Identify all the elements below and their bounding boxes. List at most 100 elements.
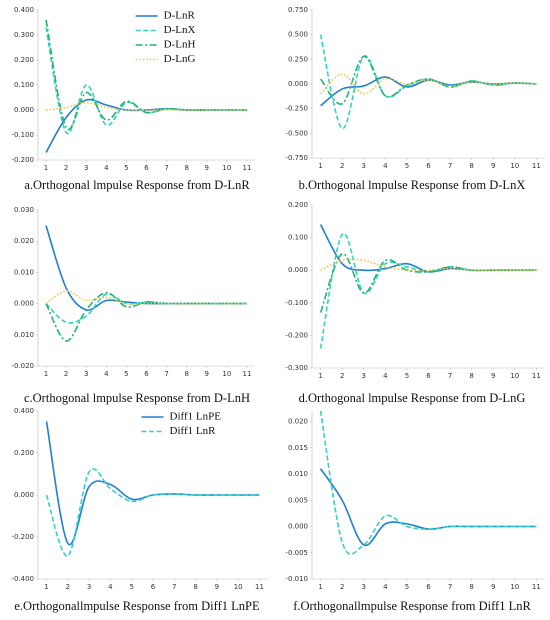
x-tick-label: 1 xyxy=(44,164,48,172)
x-tick-label: 11 xyxy=(532,583,541,591)
y-tick-label: -0.100 xyxy=(11,131,34,139)
x-tick-label: 4 xyxy=(383,162,388,170)
x-tick-label: 5 xyxy=(405,162,409,170)
x-tick-label: 7 xyxy=(164,370,168,378)
series-line xyxy=(45,421,260,546)
series-line xyxy=(320,73,537,95)
y-tick-label: 0.010 xyxy=(14,331,34,339)
x-tick-label: 1 xyxy=(318,162,322,170)
x-tick-label: 8 xyxy=(469,162,473,170)
x-tick-label: 2 xyxy=(64,370,68,378)
x-tick-label: 9 xyxy=(491,372,495,380)
x-tick-label: 5 xyxy=(129,583,133,591)
y-tick-label: -0.500 xyxy=(285,129,308,137)
x-tick-label: 2 xyxy=(340,162,344,170)
x-tick-label: 5 xyxy=(124,370,128,378)
x-tick-label: 1 xyxy=(318,372,322,380)
y-tick-label: 0.015 xyxy=(288,444,308,452)
y-tick-label: 0.000 xyxy=(288,523,308,531)
x-tick-label: 8 xyxy=(469,372,473,380)
x-tick-label: 9 xyxy=(491,583,495,591)
x-tick-label: 6 xyxy=(144,370,149,378)
x-tick-label: 1 xyxy=(318,583,322,591)
x-tick-label: 2 xyxy=(66,583,70,591)
x-tick-label: 8 xyxy=(184,164,188,172)
series-line xyxy=(319,468,537,547)
y-tick-label: 0.000 xyxy=(14,491,34,499)
y-tick-label: -0.010 xyxy=(285,575,308,583)
x-tick-label: 2 xyxy=(64,164,68,172)
x-tick-label: 4 xyxy=(104,164,109,172)
chart-caption: f.Orthogonallmpulse Response from Diff1 … xyxy=(293,599,531,613)
x-tick-label: 6 xyxy=(144,164,149,172)
y-tick-label: -0.750 xyxy=(285,154,308,162)
y-tick-label: -0.020 xyxy=(11,362,34,370)
series-line xyxy=(319,224,537,273)
legend-label: Diff1 LnPE xyxy=(170,411,222,423)
x-tick-label: 11 xyxy=(532,162,541,170)
x-tick-label: 10 xyxy=(222,370,231,378)
series-line xyxy=(45,468,260,557)
x-tick-label: 10 xyxy=(234,583,243,591)
y-tick-label: -0.300 xyxy=(285,364,308,372)
y-tick-label: 0.010 xyxy=(288,470,308,478)
series-line xyxy=(320,258,537,272)
x-tick-label: 9 xyxy=(491,162,495,170)
chart-caption: d.Orthogonal lmpulse Response from D-LnG xyxy=(299,391,526,405)
x-tick-label: 11 xyxy=(532,372,541,380)
x-tick-label: 10 xyxy=(510,162,519,170)
series-line xyxy=(319,253,537,313)
x-tick-label: 6 xyxy=(426,162,431,170)
y-tick-label: 0.030 xyxy=(14,206,34,214)
x-tick-label: 6 xyxy=(426,372,431,380)
x-tick-label: 8 xyxy=(184,370,188,378)
y-tick-label: -0.200 xyxy=(11,533,34,541)
y-tick-label: 0.020 xyxy=(14,237,34,245)
x-tick-label: 3 xyxy=(362,162,366,170)
x-tick-label: 11 xyxy=(255,583,264,591)
y-tick-label: -0.100 xyxy=(285,299,308,307)
y-tick-label: 0.000 xyxy=(14,106,34,114)
series-line xyxy=(45,19,247,131)
x-tick-label: 6 xyxy=(426,583,431,591)
x-tick-label: 10 xyxy=(510,583,519,591)
x-tick-label: 8 xyxy=(469,583,473,591)
series-line xyxy=(45,291,247,342)
series-line xyxy=(319,410,537,555)
x-tick-label: 4 xyxy=(108,583,113,591)
series-line xyxy=(45,225,247,311)
series-line xyxy=(45,27,247,135)
x-tick-label: 9 xyxy=(205,164,209,172)
chart-caption: c.Orthogonal lmpulse Response from D-LnH xyxy=(24,391,250,405)
series-line xyxy=(319,55,537,105)
legend-label: D-LnX xyxy=(164,24,196,36)
y-tick-label: 0.100 xyxy=(288,234,308,242)
x-tick-label: 3 xyxy=(87,583,91,591)
chart-caption: e.Orthogonallmpulse Response from Diff1 … xyxy=(14,599,260,613)
x-tick-label: 4 xyxy=(383,372,388,380)
y-tick-label: 0.400 xyxy=(14,407,34,415)
y-tick-label: 0.000 xyxy=(288,266,308,274)
x-tick-label: 7 xyxy=(164,164,168,172)
y-tick-label: 0.020 xyxy=(288,418,308,426)
x-tick-label: 3 xyxy=(362,583,366,591)
y-tick-label: 0.300 xyxy=(14,31,34,39)
legend-label: D-LnR xyxy=(164,10,196,22)
series-line xyxy=(45,290,247,305)
y-tick-label: 0.400 xyxy=(14,6,34,14)
x-tick-label: 2 xyxy=(340,372,344,380)
legend-label: Diff1 LnR xyxy=(170,425,217,437)
x-tick-label: 7 xyxy=(448,583,452,591)
y-tick-label: 0.200 xyxy=(14,449,34,457)
chart-caption: a.Orthogonal lmpulse Response from D-LnR xyxy=(24,178,250,192)
x-tick-label: 3 xyxy=(84,164,88,172)
y-tick-label: 0.000 xyxy=(288,80,308,88)
x-tick-label: 7 xyxy=(448,372,452,380)
series-line xyxy=(45,98,247,153)
y-tick-label: 0.010 xyxy=(14,268,34,276)
y-tick-label: -0.250 xyxy=(285,105,308,113)
x-tick-label: 9 xyxy=(215,583,219,591)
y-tick-label: -0.400 xyxy=(11,575,34,583)
x-tick-label: 10 xyxy=(222,164,231,172)
